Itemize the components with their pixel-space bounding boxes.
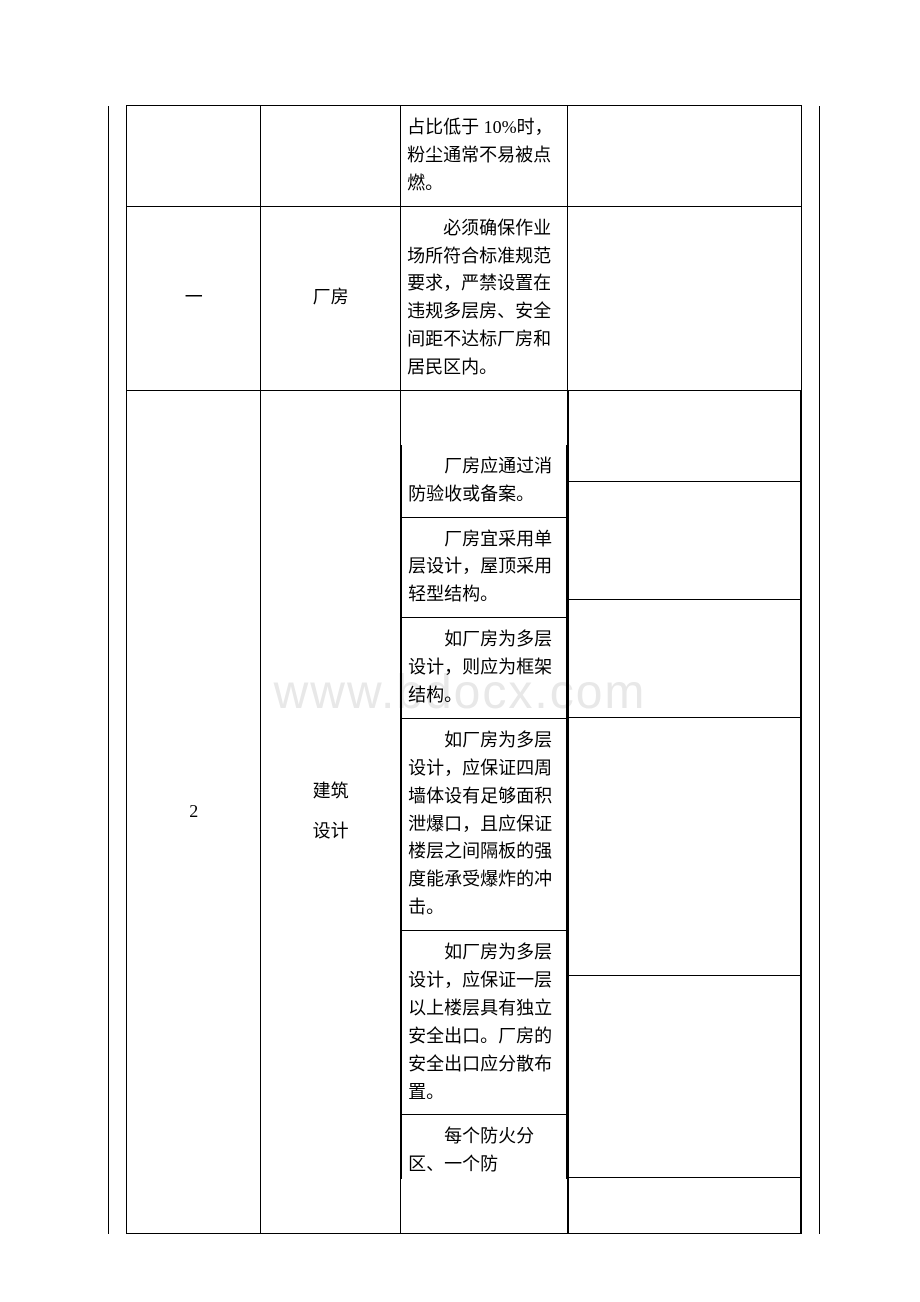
desc-text: 每个防火分区、一个防 — [402, 1115, 566, 1179]
inner-row: 如厂房为多层设计，应保证四周墙体设有足够面积泄爆口，且应保证楼层之间隔板的强度能… — [402, 718, 567, 930]
inner-row — [569, 481, 800, 599]
inner-blank-table — [568, 391, 800, 1233]
table-row: 占比低于 10%时，粉尘通常不易被点燃。 — [109, 106, 820, 207]
desc-text: 厂房应通过消防验收或备案。 — [402, 445, 566, 517]
outer-right-cell — [801, 106, 819, 1234]
table-row-group: 2 建筑 设计 厂房应通过消防验收或备案。 厂房宜采用单层设计，屋顶采用轻型结构… — [109, 391, 820, 1234]
desc-cell: 必须确保作业场所符合标准规范要求，严禁设置在违规多层房、安全间距不达标厂房和居民… — [401, 206, 568, 390]
inner-row — [569, 975, 800, 1177]
desc-cell: 占比低于 10%时，粉尘通常不易被点燃。 — [401, 106, 568, 207]
inner-row: 厂房宜采用单层设计，屋顶采用轻型结构。 — [402, 517, 567, 618]
inner-desc-table: 厂房应通过消防验收或备案。 厂房宜采用单层设计，屋顶采用轻型结构。 如厂房为多层… — [401, 445, 567, 1179]
desc-text: 必须确保作业场所符合标准规范要求，严禁设置在违规多层房、安全间距不达标厂房和居民… — [401, 207, 567, 390]
category-text: 建筑 设计 — [261, 772, 400, 851]
blank-group-cell — [568, 391, 801, 1234]
inner-row: 如厂房为多层设计，应保证一层以上楼层具有独立安全出口。厂房的安全出口应分散布置。 — [402, 931, 567, 1115]
inner-row: 每个防火分区、一个防 — [402, 1115, 567, 1179]
blank-cell — [568, 206, 801, 390]
category-cell — [261, 106, 401, 207]
num-cell — [127, 106, 261, 207]
inner-row: 厂房应通过消防验收或备案。 — [402, 445, 567, 517]
desc-text: 占比低于 10%时，粉尘通常不易被点燃。 — [401, 106, 567, 206]
inner-row: 如厂房为多层设计，则应为框架结构。 — [402, 618, 567, 719]
category-cell: 厂房 — [261, 206, 401, 390]
desc-text: 如厂房为多层设计，则应为框架结构。 — [402, 618, 566, 718]
inner-row — [569, 717, 800, 975]
outer-left-cell — [109, 106, 127, 1234]
inner-row — [569, 599, 800, 717]
table-row: 一 厂房 必须确保作业场所符合标准规范要求，严禁设置在违规多层房、安全间距不达标… — [109, 206, 820, 390]
category-cell: 建筑 设计 — [261, 391, 401, 1234]
desc-group-cell: 厂房应通过消防验收或备案。 厂房宜采用单层设计，屋顶采用轻型结构。 如厂房为多层… — [401, 391, 568, 1234]
inner-row — [569, 1177, 800, 1233]
page-container: 占比低于 10%时，粉尘通常不易被点燃。 一 厂房 必须确保作业场所符合标准规范… — [108, 105, 820, 1302]
desc-text: 如厂房为多层设计，应保证一层以上楼层具有独立安全出口。厂房的安全出口应分散布置。 — [402, 931, 566, 1114]
inner-row — [569, 391, 800, 481]
desc-text: 如厂房为多层设计，应保证四周墙体设有足够面积泄爆口，且应保证楼层之间隔板的强度能… — [402, 719, 566, 930]
num-cell: 2 — [127, 391, 261, 1234]
blank-cell — [568, 106, 801, 207]
desc-text: 厂房宜采用单层设计，屋顶采用轻型结构。 — [402, 518, 566, 618]
num-cell: 一 — [127, 206, 261, 390]
main-table: 占比低于 10%时，粉尘通常不易被点燃。 一 厂房 必须确保作业场所符合标准规范… — [108, 105, 820, 1234]
